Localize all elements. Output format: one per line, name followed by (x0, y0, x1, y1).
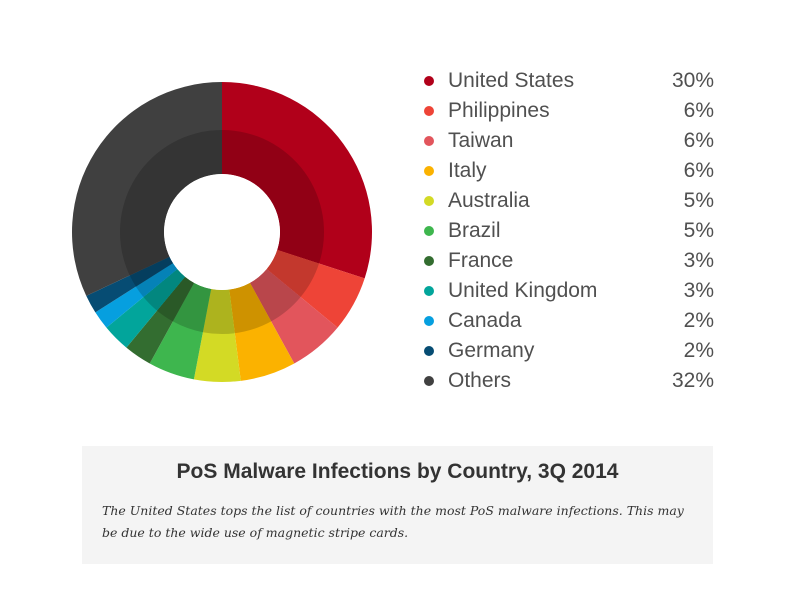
legend-value: 2% (683, 339, 714, 362)
legend-label: Brazil (448, 219, 501, 242)
legend-dot (424, 316, 434, 326)
legend-label: Philippines (448, 99, 550, 122)
legend-item-italy: Italy 6% (420, 156, 720, 186)
legend-label: Germany (448, 339, 535, 362)
legend-value: 6% (683, 159, 714, 182)
slice-inner-united-states (222, 130, 324, 264)
slice-inner-australia (202, 288, 235, 334)
donut-chart (71, 82, 372, 382)
legend-label: Australia (448, 189, 530, 212)
legend-value: 3% (683, 279, 714, 302)
legend-value: 2% (683, 309, 714, 332)
slice-inner-germany (129, 256, 174, 287)
legend-value: 32% (671, 369, 714, 392)
legend-dot (424, 346, 434, 356)
legend-dot (424, 76, 434, 86)
legend-dot (424, 106, 434, 116)
legend-value: 3% (683, 249, 714, 272)
legend-item-france: France 3% (420, 246, 720, 276)
legend-dot (424, 166, 434, 176)
caption-text: The United States tops the list of count… (102, 503, 684, 540)
legend-value: 30% (671, 69, 714, 92)
legend-dot (424, 136, 434, 146)
slice-inner-italy (229, 282, 272, 334)
legend-dot (424, 256, 434, 266)
legend-dot (424, 286, 434, 296)
slice-inner-france (156, 276, 195, 322)
legend-value: 5% (683, 189, 714, 212)
legend-item-others: Others 32% (420, 366, 720, 396)
chart-legend: United States 30% Philippines 6% Taiwan 6% Ita… (420, 66, 720, 396)
legend-item-taiwan: Taiwan 6% (420, 126, 720, 156)
legend-value: 6% (683, 129, 714, 152)
slice-inner-philippines (266, 249, 320, 298)
legend-label: France (448, 249, 514, 272)
legend-item-united-states: United States 30% (420, 66, 720, 96)
donut-slices (71, 82, 372, 382)
legend-item-canada: Canada 2% (420, 306, 720, 336)
legend-label: Others (448, 369, 512, 392)
legend-dot (424, 196, 434, 206)
legend-label: United Kingdom (448, 279, 598, 302)
legend-label: Italy (448, 159, 487, 182)
legend-value: 6% (683, 99, 714, 122)
legend-item-philippines: Philippines 6% (420, 96, 720, 126)
legend-item-united-kingdom: United Kingdom 3% (420, 276, 720, 306)
caption-title: PoS Malware Infections by Country, 3Q 20… (176, 460, 619, 483)
caption-box: PoS Malware Infections by Country, 3Q 20… (82, 446, 713, 564)
legend-item-brazil: Brazil 5% (420, 216, 720, 246)
slice-inner-others (120, 130, 222, 276)
legend-item-germany: Germany 2% (420, 336, 720, 366)
legend-label: Canada (448, 309, 522, 332)
legend-item-australia: Australia 5% (420, 186, 720, 216)
legend-dot (424, 226, 434, 236)
legend-value: 5% (683, 219, 714, 242)
slice-inner-brazil (172, 282, 212, 333)
slice-inner-canada (135, 263, 178, 298)
legend-label: United States (448, 69, 575, 92)
donut-hole (164, 174, 280, 290)
slice-inner-united-kingdom (143, 268, 186, 311)
slice-inner-taiwan (249, 268, 301, 322)
legend-label: Taiwan (448, 129, 514, 152)
legend-dot (424, 376, 434, 386)
